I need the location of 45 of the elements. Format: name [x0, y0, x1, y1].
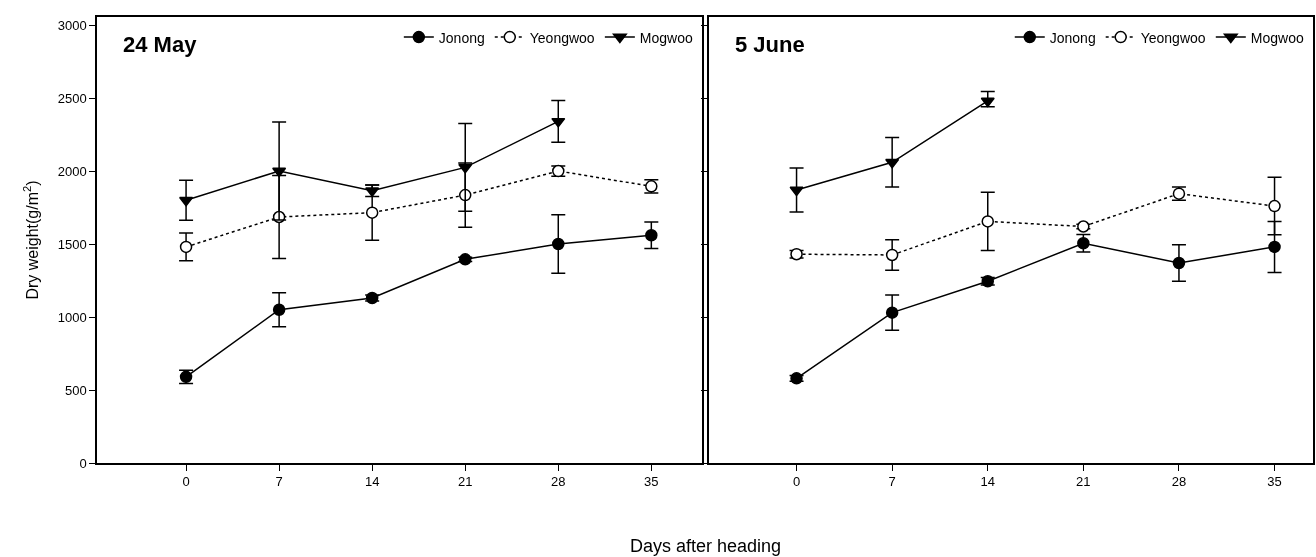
legend-label: Jonong: [438, 29, 485, 46]
x-tick-label: 21: [458, 474, 473, 490]
point: [272, 303, 286, 316]
x-tick-label: 7: [275, 474, 283, 490]
point: [552, 237, 565, 251]
point: [789, 186, 804, 197]
y-tick-label: 2500: [57, 90, 87, 106]
x-tick-label: 35: [1267, 474, 1282, 490]
y-tick-label: 2000: [57, 163, 87, 179]
x-tick-label: 14: [980, 474, 995, 490]
x-tick-label: 28: [551, 474, 566, 490]
x-tick-label: 35: [644, 474, 659, 490]
point: [365, 206, 379, 219]
legend-label: Mogwoo: [639, 29, 693, 46]
x-tick-label: 28: [1171, 474, 1187, 490]
point: [1172, 256, 1186, 270]
point: [458, 163, 473, 174]
x-tick-label: 21: [1076, 474, 1091, 490]
point: [1268, 199, 1281, 213]
legend-label: Yeongwoo: [1140, 29, 1206, 46]
point: [272, 167, 287, 178]
point: [645, 229, 658, 242]
x-tick-label: 0: [182, 474, 190, 490]
text: 24 May: [123, 32, 198, 57]
point: [885, 306, 899, 319]
legend-label: Jonong: [1049, 29, 1096, 46]
x-axis-title: Days after heading: [630, 536, 782, 556]
text: 5 June: [735, 32, 805, 57]
legend-label: Mogwoo: [1250, 29, 1304, 46]
x-tick-label: 0: [792, 474, 801, 490]
y-tick-label: 3000: [57, 17, 87, 33]
point: [179, 240, 193, 254]
point: [885, 158, 900, 169]
y-tick-label: 1500: [57, 236, 87, 252]
y-tick-label: 500: [64, 382, 87, 398]
point: [981, 215, 994, 228]
point: [885, 248, 899, 262]
x-tick-label: 14: [364, 474, 380, 490]
point: [551, 117, 566, 128]
x-tick-label: 7: [888, 474, 896, 490]
y-tick-label: 0: [79, 455, 87, 471]
y-tick-label: 1000: [57, 309, 87, 325]
legend-label: Yeongwoo: [529, 29, 595, 46]
point: [980, 97, 995, 108]
point: [1268, 240, 1281, 254]
